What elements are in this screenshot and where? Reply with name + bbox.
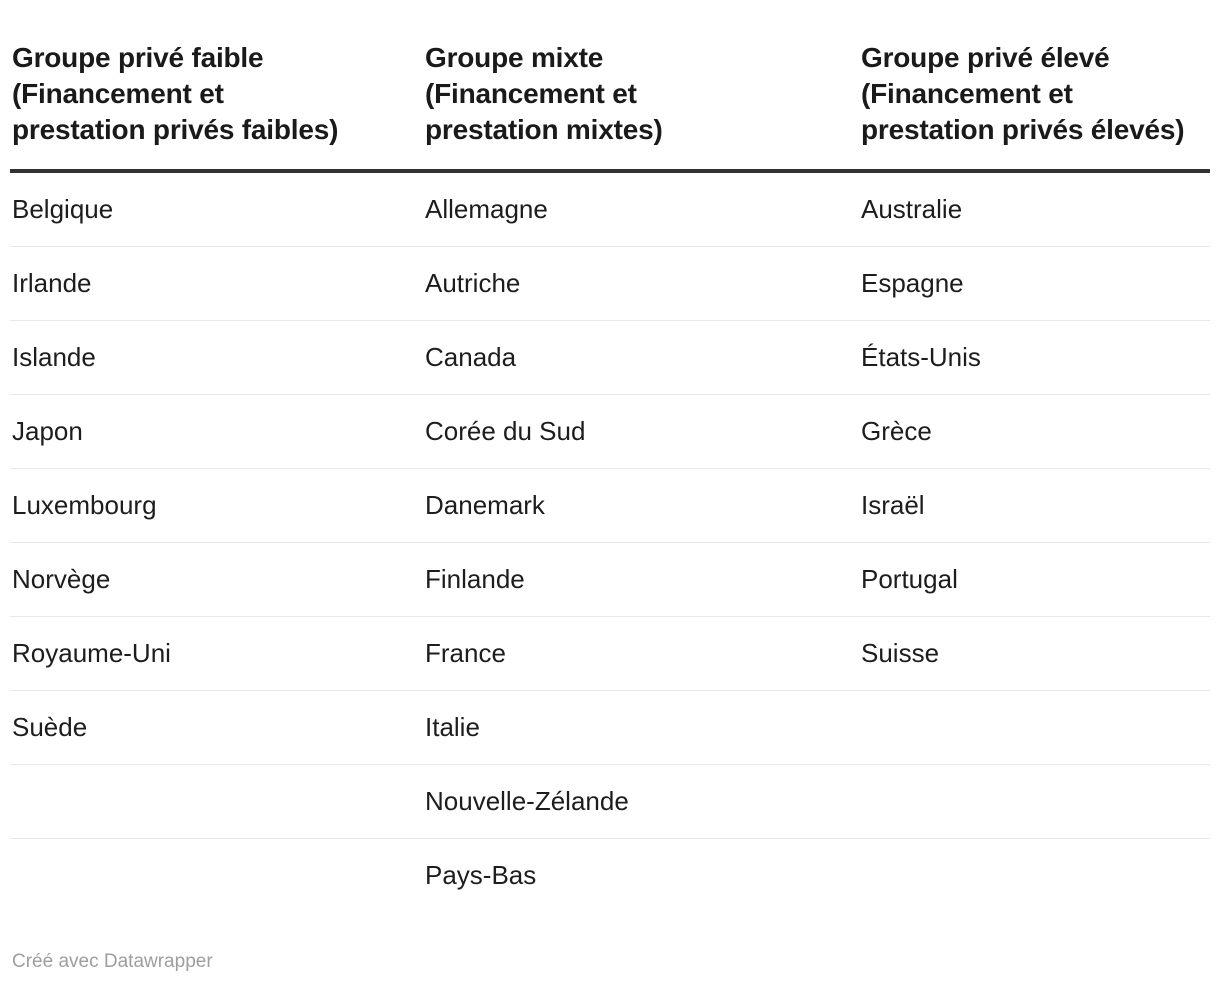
table-row: Luxembourg Danemark Israël — [10, 469, 1210, 543]
table-row: Pays-Bas — [10, 839, 1210, 912]
table-row: Belgique Allemagne Australie — [10, 173, 1210, 247]
column-header-groupe-prive-faible: Groupe privé faible (Financement et pres… — [10, 40, 423, 148]
table-row: Nouvelle-Zélande — [10, 765, 1210, 839]
header-line: prestation privés faibles) — [12, 114, 339, 145]
datawrapper-attribution-link[interactable]: Créé avec Datawrapper — [12, 951, 213, 972]
table-cell: Espagne — [861, 268, 964, 298]
table-cell: Suisse — [861, 638, 940, 668]
table-cell: Norvège — [12, 564, 111, 594]
header-line: Groupe mixte — [425, 42, 604, 73]
attribution-footer: Créé avec Datawrapper — [10, 950, 1210, 974]
table-cell: Israël — [861, 490, 925, 520]
column-header-groupe-mixte: Groupe mixte (Financement et prestation … — [423, 40, 859, 148]
table-cell: Corée du Sud — [425, 416, 586, 446]
table-cell: Allemagne — [425, 194, 548, 224]
column-header-groupe-prive-eleve: Groupe privé élevé (Financement et prest… — [859, 40, 1210, 148]
country-groups-table: Groupe privé faible (Financement et pres… — [10, 0, 1210, 912]
table-cell: États-Unis — [861, 342, 981, 372]
table-cell: Finlande — [425, 564, 525, 594]
table-cell: Grèce — [861, 416, 932, 446]
header-line: Groupe privé faible — [12, 42, 264, 73]
header-line: (Financement et — [425, 78, 637, 109]
table-cell: Pays-Bas — [425, 860, 537, 890]
table-row: Irlande Autriche Espagne — [10, 247, 1210, 321]
table-cell: Nouvelle-Zélande — [425, 786, 629, 816]
table-cell: Autriche — [425, 268, 521, 298]
table-cell: Canada — [425, 342, 517, 372]
header-line: Groupe privé élevé — [861, 42, 1110, 73]
table-cell: Australie — [861, 194, 963, 224]
table-cell: Belgique — [12, 194, 114, 224]
table-row: Japon Corée du Sud Grèce — [10, 395, 1210, 469]
table-cell: Portugal — [861, 564, 958, 594]
table-cell: Islande — [12, 342, 96, 372]
table-cell: Italie — [425, 712, 480, 742]
table-body: Belgique Allemagne Australie Irlande Aut… — [10, 173, 1210, 912]
header-line: (Financement et — [861, 78, 1073, 109]
header-line: prestation privés élevés) — [861, 114, 1185, 145]
table-cell: Suède — [12, 712, 88, 742]
table-cell: Luxembourg — [12, 490, 157, 520]
table-cell: France — [425, 638, 506, 668]
table-row: Norvège Finlande Portugal — [10, 543, 1210, 617]
table-cell: Irlande — [12, 268, 92, 298]
table-header-row: Groupe privé faible (Financement et pres… — [10, 0, 1210, 173]
table-row: Suède Italie — [10, 691, 1210, 765]
header-line: (Financement et — [12, 78, 224, 109]
table-cell: Japon — [12, 416, 83, 446]
table-cell: Royaume-Uni — [12, 638, 171, 668]
table-row: Islande Canada États-Unis — [10, 321, 1210, 395]
table-row: Royaume-Uni France Suisse — [10, 617, 1210, 691]
table-cell: Danemark — [425, 490, 545, 520]
header-line: prestation mixtes) — [425, 114, 663, 145]
